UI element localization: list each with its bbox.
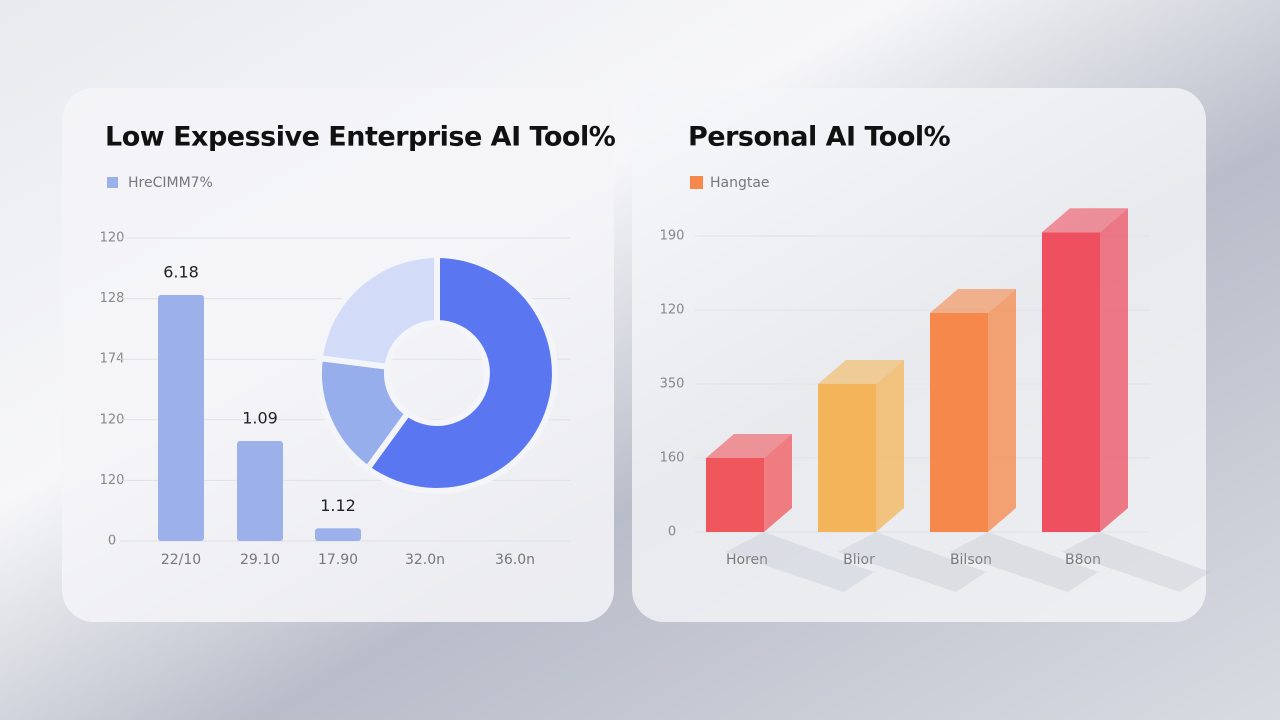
bar <box>237 441 283 541</box>
bar-shadow <box>1062 532 1210 592</box>
bar <box>930 312 988 532</box>
bar-side <box>876 360 904 532</box>
chart-title: Low Expessive Enterprise AI Tool% <box>105 122 616 153</box>
legend-swatch <box>690 176 703 189</box>
bar <box>158 294 204 541</box>
legend-swatch <box>107 177 118 188</box>
y-tick-label: 120 <box>100 231 125 246</box>
y-tick-label: 190 <box>660 229 685 244</box>
y-tick-label: 120 <box>100 412 125 427</box>
y-tick-label: 120 <box>660 303 685 318</box>
bar-top <box>930 288 1016 313</box>
bar-shadow <box>726 532 874 592</box>
bar-side <box>988 288 1016 532</box>
x-tick-label: Blior <box>843 552 875 568</box>
bar-top <box>706 434 792 458</box>
bar-side <box>764 434 792 532</box>
annotation: 1.12 <box>320 496 356 515</box>
legend-label: Hangtae <box>710 175 770 191</box>
bar <box>315 528 361 541</box>
bar-shadow <box>838 532 986 592</box>
bar <box>706 458 764 532</box>
pie-slice <box>363 251 558 494</box>
y-tick-label: 0 <box>108 534 116 549</box>
bar <box>818 384 876 532</box>
pie-slice <box>316 251 440 371</box>
annotation: 1.09 <box>242 409 278 428</box>
y-tick-label: 0 <box>668 525 676 540</box>
bar-top <box>818 360 904 384</box>
chart-title: Personal AI Tool% <box>688 122 951 153</box>
x-tick-label: 32.0n <box>405 552 445 568</box>
x-tick-label: 36.0n <box>495 552 535 568</box>
y-tick-label: 120 <box>100 473 125 488</box>
x-tick-label: 22/10 <box>161 552 201 568</box>
x-tick-label: 29.10 <box>240 552 280 568</box>
x-tick-label: 17.90 <box>318 552 358 568</box>
y-tick-label: 350 <box>660 377 685 392</box>
x-tick-label: Horen <box>726 552 768 568</box>
bar-side <box>1100 208 1128 533</box>
y-tick-label: 160 <box>660 451 685 466</box>
y-tick-label: 174 <box>100 352 125 367</box>
bar-shadow <box>950 532 1098 592</box>
x-tick-label: Bilson <box>950 552 992 568</box>
x-tick-label: B8on <box>1065 552 1101 568</box>
annotation: 6.18 <box>163 262 199 281</box>
y-tick-label: 128 <box>100 291 125 306</box>
bar-top <box>1042 208 1128 233</box>
bar <box>1042 232 1100 533</box>
legend-label: HreCIMM7% <box>128 175 213 191</box>
